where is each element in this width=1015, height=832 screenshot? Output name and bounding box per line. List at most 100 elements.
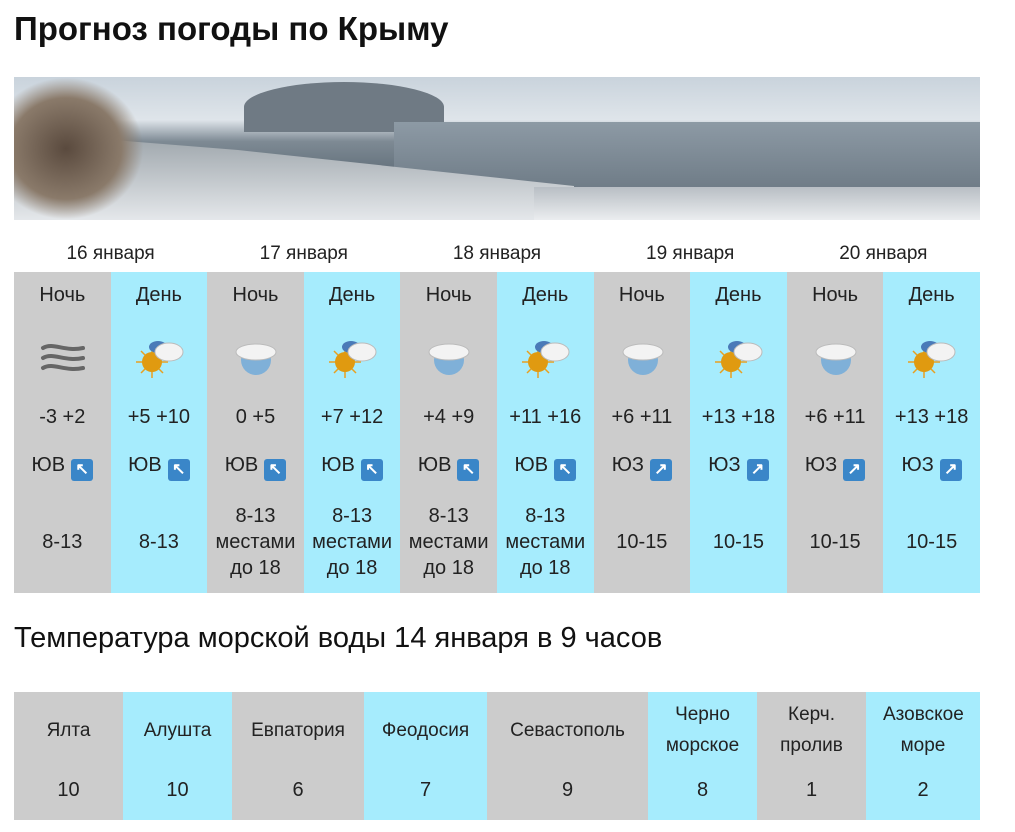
period-label: День: [135, 284, 182, 306]
sea-temperature-table: Ялта 10 Алушта 10 Евпатория 6 Феодосия 7 Севасто…: [14, 692, 980, 820]
period-label: Ночь: [618, 284, 665, 306]
temperature-range: +11 +16: [509, 406, 582, 428]
water-temperature: 7: [419, 779, 432, 801]
temperature-range: +7 +12: [320, 406, 384, 428]
location-name: Черно морское: [665, 704, 740, 756]
forecast-table: 16 января 17 января 18 января 19 января 20 я…: [14, 238, 980, 593]
location-name: Ялта: [46, 719, 91, 741]
sun-cloud-icon: [135, 334, 184, 382]
wind-direction: ЮВ ↖: [207, 454, 304, 481]
wind-speed: 10-15: [787, 502, 884, 582]
sea-temperature-cell: Черно морское 8: [648, 692, 757, 820]
wind-arrow-icon: ↖: [264, 459, 287, 481]
sea-temperature-cell: Ялта 10: [14, 692, 123, 820]
water-temperature: 6: [292, 779, 304, 801]
water-temperature: 9: [561, 779, 574, 801]
wind-speed: 8-13 местами до 18: [207, 502, 304, 582]
water-temperature: 1: [805, 779, 818, 801]
temperature-range: 0 +5: [235, 406, 276, 428]
wind-speed-value: 8-13 местами до 18: [408, 505, 489, 579]
crimea-panorama-image: [14, 77, 980, 220]
period-label: День: [908, 284, 955, 306]
wind-direction: ЮЗ ↗: [690, 454, 787, 481]
wind-direction-label: ЮВ: [224, 454, 259, 476]
period-label: Ночь: [232, 284, 279, 306]
period-label: Ночь: [812, 284, 859, 306]
forecast-cell-night: Ночь -3 +2 ЮВ ↖ 8-13: [14, 272, 111, 593]
period-label: Ночь: [425, 284, 472, 306]
water-temperature: 8: [696, 779, 709, 801]
sea-temperature-cell: Феодосия 7: [364, 692, 487, 820]
location-name: Севастополь: [510, 719, 625, 741]
wind-speed: 10-15: [594, 502, 691, 582]
water-temperature: 2: [917, 779, 929, 801]
wind-icon: [39, 334, 87, 382]
wind-arrow-icon: ↗: [746, 459, 769, 481]
wind-speed: 8-13: [14, 502, 111, 582]
location-name: Алушта: [143, 719, 212, 741]
wind-speed: 8-13: [111, 502, 208, 582]
wind-speed-value: 8-13 местами до 18: [312, 505, 392, 579]
forecast-date: 16 января: [66, 243, 155, 264]
wind-direction-label: ЮЗ: [901, 454, 934, 476]
wind-direction-label: ЮЗ: [611, 454, 644, 476]
wind-direction-label: ЮВ: [31, 454, 66, 476]
wind-speed: 10-15: [690, 502, 787, 582]
wind-direction: ЮВ ↖: [304, 454, 401, 481]
wind-speed-value: 10-15: [906, 531, 958, 553]
wind-direction-label: ЮЗ: [804, 454, 838, 476]
wind-direction-label: ЮВ: [417, 454, 452, 476]
water-temperature: 10: [57, 779, 80, 801]
wind-direction-label: ЮВ: [321, 454, 355, 476]
wind-speed: 8-13 местами до 18: [304, 502, 401, 582]
wind-speed-value: 8-13: [138, 531, 179, 553]
temperature-range: +4 +9: [423, 406, 475, 428]
wind-direction: ЮЗ ↗: [883, 454, 980, 481]
period-label: День: [715, 284, 762, 306]
wind-direction-label: ЮЗ: [708, 454, 741, 476]
sea-temperature-title: Температура морской воды 14 января в 9 ч…: [14, 622, 663, 654]
wind-arrow-icon: ↖: [457, 459, 480, 481]
temperature-range: -3 +2: [39, 406, 86, 428]
sun-cloud-icon: [521, 334, 570, 382]
period-label: День: [329, 284, 376, 306]
wind-direction: ЮВ ↖: [497, 454, 594, 481]
location-name: Азовское море: [883, 704, 964, 756]
temperature-range: +5 +10: [127, 406, 191, 428]
wind-arrow-icon: ↗: [843, 459, 866, 481]
wind-direction-label: ЮВ: [514, 454, 549, 476]
forecast-cell-night: Ночь 0 +5 ЮВ ↖ 8-13 местами до 18: [207, 272, 304, 593]
wind-speed-value: 8-13 местами до 18: [215, 505, 296, 579]
wind-direction: ЮЗ ↗: [594, 454, 691, 481]
wind-speed: 8-13 местами до 18: [497, 502, 594, 582]
sea-temperature-cell: Евпатория 6: [232, 692, 364, 820]
wind-arrow-icon: ↖: [360, 459, 383, 481]
sea-temperature-cell: Севастополь 9: [487, 692, 648, 820]
forecast-date: 17 января: [259, 243, 348, 264]
forecast-cell-night: Ночь +4 +9 ЮВ ↖ 8-13 местами до 18: [400, 272, 497, 593]
wind-speed: 8-13 местами до 18: [400, 502, 497, 582]
wind-direction: ЮВ ↖: [14, 454, 111, 481]
wind-arrow-icon: ↖: [167, 459, 190, 481]
temperature-range: +6 +11: [611, 406, 673, 428]
wind-speed: 10-15: [883, 502, 980, 582]
wind-speed-value: 10-15: [712, 531, 765, 553]
sun-cloud-icon: [328, 334, 377, 382]
forecast-date: 19 января: [646, 243, 735, 264]
wind-arrow-icon: ↗: [650, 459, 672, 481]
moon-cloud-icon: [619, 334, 667, 382]
forecast-cell-day: День +13 +18 ЮЗ ↗ 10-15: [883, 272, 980, 593]
forecast-cell-night: Ночь +6 +11 ЮЗ ↗ 10-15: [593, 272, 691, 593]
sun-cloud-icon: [715, 334, 763, 382]
wind-speed-value: 10-15: [616, 531, 668, 553]
forecast-cell-day: День +5 +10 ЮВ ↖ 8-13: [110, 272, 208, 593]
forecast-cell-day: День +7 +12 ЮВ ↖ 8-13 местами до 18: [303, 272, 401, 593]
sea-temperature-cell: Керч. пролив 1: [757, 692, 866, 820]
temperature-range: +13 +18: [701, 406, 776, 428]
location-name: Феодосия: [381, 719, 470, 741]
sea-temperature-cell: Алушта 10: [123, 692, 232, 820]
forecast-cell-night: Ночь +6 +11 ЮЗ ↗ 10-15: [786, 272, 884, 593]
wind-arrow-icon: ↖: [554, 459, 577, 481]
wind-direction-label: ЮВ: [128, 454, 162, 476]
wind-speed-value: 10-15: [809, 531, 861, 553]
